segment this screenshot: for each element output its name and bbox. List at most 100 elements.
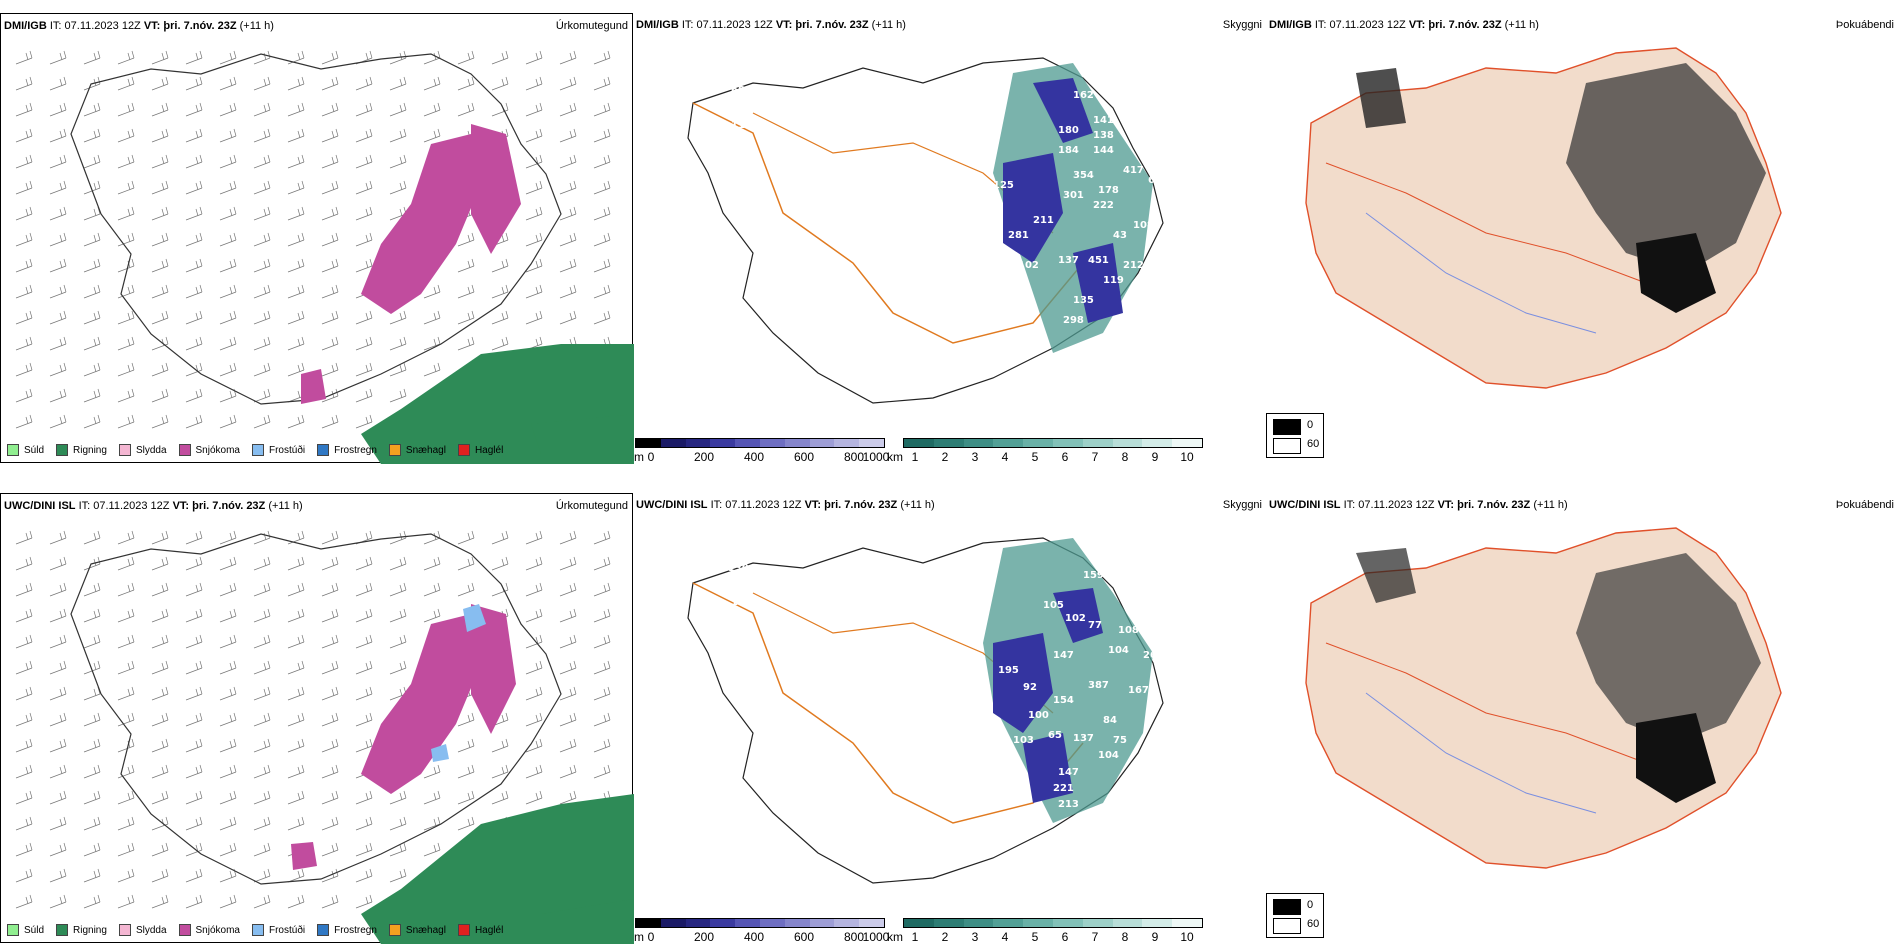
wind-barb <box>117 868 135 883</box>
wind-barb <box>287 362 305 377</box>
wind-barb <box>151 50 169 65</box>
wind-barb <box>15 530 33 545</box>
wind-barb <box>287 284 305 299</box>
wind-barb <box>593 206 611 221</box>
colorbar-tick: 600 <box>793 930 815 944</box>
wind-barb <box>49 206 67 221</box>
colorbar-unit: km <box>887 450 903 464</box>
cloud-base-value: 102 <box>1018 260 1039 271</box>
wind-barb <box>355 180 373 195</box>
wind-barb <box>253 608 271 623</box>
rain-area-southeast <box>531 414 634 454</box>
cloud-base-value: 103 <box>1013 735 1034 746</box>
visibility-ticks: km 1 2 3 4 5 6 7 8 9 10 <box>887 930 1211 944</box>
fog-indicator-area <box>1576 553 1761 743</box>
wind-barb <box>49 608 67 623</box>
wind-barb <box>15 102 33 117</box>
wind-barb <box>389 180 407 195</box>
low-cloud-area <box>993 633 1053 733</box>
colorbar-tick: 2 <box>941 450 949 464</box>
wind-barb <box>287 336 305 351</box>
wind-barb <box>151 284 169 299</box>
wind-barb <box>525 206 543 221</box>
wind-barb <box>15 154 33 169</box>
fog-indicator-area <box>1356 548 1416 603</box>
wind-barb <box>389 790 407 805</box>
wind-barb <box>287 816 305 831</box>
wind-barb <box>355 258 373 273</box>
wind-barb <box>287 764 305 779</box>
wind-barb <box>423 582 441 597</box>
wind-barb <box>559 258 577 273</box>
wind-barb <box>151 556 169 571</box>
wind-barb <box>389 310 407 325</box>
wind-barb <box>117 738 135 753</box>
precip-panel-uwc: UWC/DINI ISL IT: 07.11.2023 12Z VT: þri.… <box>0 493 634 944</box>
wind-barb <box>83 868 101 883</box>
wind-barb <box>117 310 135 325</box>
colorbar-tick: 5 <box>1031 450 1039 464</box>
wind-barb <box>219 284 237 299</box>
wind-barb <box>287 582 305 597</box>
wind-barb <box>49 154 67 169</box>
wind-barb <box>559 128 577 143</box>
wind-barb <box>253 660 271 675</box>
cloud-base-value: 212 <box>1123 260 1144 271</box>
colorbar-tick: 200 <box>693 930 715 944</box>
wind-barb <box>117 608 135 623</box>
colorbar-unit: km <box>887 930 903 944</box>
wind-barb <box>219 556 237 571</box>
visibility-ticks: km 1 2 3 4 5 6 7 8 9 10 <box>887 450 1211 464</box>
wind-barb <box>49 284 67 299</box>
wind-barb <box>49 258 67 273</box>
wind-barb <box>117 128 135 143</box>
wind-barb <box>83 686 101 701</box>
wind-barb <box>49 582 67 597</box>
wind-barb <box>83 336 101 351</box>
wind-barb <box>559 102 577 117</box>
colorbar-tick: 4 <box>1001 930 1009 944</box>
wind-barb <box>15 738 33 753</box>
swatch <box>56 444 69 456</box>
cloud-base-value: 65 <box>1048 730 1062 741</box>
wind-barb <box>49 232 67 247</box>
low-cloud-area <box>1033 78 1093 143</box>
wind-barb <box>151 894 169 909</box>
fog-legend-swatch <box>1273 438 1301 454</box>
wind-barb <box>423 336 441 351</box>
wind-barb <box>151 128 169 143</box>
cloud-base-value: 451 <box>1088 255 1109 266</box>
wind-barb <box>287 686 305 701</box>
road-network <box>692 582 1084 824</box>
wind-barb <box>151 660 169 675</box>
wind-barb <box>457 816 475 831</box>
wind-barb <box>83 50 101 65</box>
wind-barb <box>389 154 407 169</box>
wind-barb <box>185 232 203 247</box>
panel-title: DMI/IGB IT: 07.11.2023 12Z VT: þri. 7.nó… <box>4 20 274 32</box>
fog-indicator-area <box>1566 63 1766 273</box>
wind-barb <box>593 180 611 195</box>
wind-barb <box>321 128 339 143</box>
wind-barb <box>355 232 373 247</box>
wind-barb <box>423 284 441 299</box>
wind-barb <box>151 310 169 325</box>
wind-barb <box>355 738 373 753</box>
wind-barb <box>253 310 271 325</box>
wind-barb <box>355 76 373 91</box>
wind-barb <box>185 634 203 649</box>
wind-barb <box>559 232 577 247</box>
wind-barb <box>321 50 339 65</box>
wind-barb <box>117 842 135 857</box>
cloud-base-value: 213 <box>1058 799 1079 810</box>
wind-barb <box>525 76 543 91</box>
wind-barb <box>321 712 339 727</box>
wind-barb <box>151 180 169 195</box>
wind-barb <box>219 842 237 857</box>
wind-barb <box>253 362 271 377</box>
wind-barb <box>457 764 475 779</box>
wind-barb <box>151 388 169 403</box>
wind-barb <box>423 790 441 805</box>
legend-item: Snæhagl <box>388 444 446 456</box>
panel-title: UWC/DINI ISL IT: 07.11.2023 12Z VT: þri.… <box>1269 499 1568 511</box>
